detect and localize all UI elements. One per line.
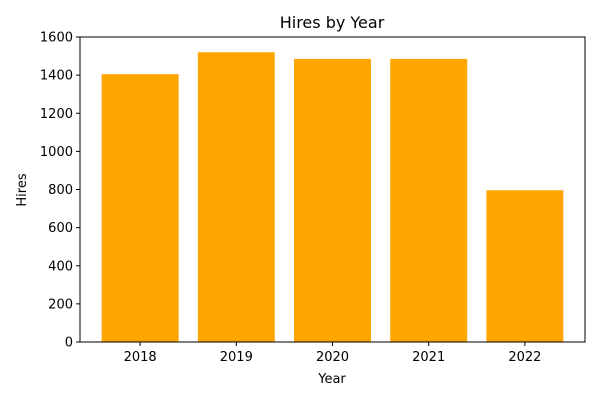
bar-2022	[486, 190, 564, 342]
y-tick-label: 600	[48, 221, 73, 236]
chart-title: Hires by Year	[280, 13, 385, 32]
y-tick-label: 200	[48, 297, 73, 312]
y-tick-label: 400	[48, 259, 73, 274]
y-axis: 0 200 400 600 800 1000 1200 1400 1600	[40, 31, 80, 351]
bar-2021	[390, 58, 468, 342]
x-tick-label: 2020	[316, 350, 349, 365]
y-tick-label: 1000	[40, 145, 73, 160]
x-axis: 2018 2019 2020 2021 2022	[124, 342, 541, 365]
bar-2020	[294, 58, 371, 342]
x-tick-label: 2019	[220, 350, 253, 365]
y-tick-label: 1600	[40, 31, 73, 46]
x-tick-label: 2022	[508, 350, 541, 365]
y-tick-label: 1400	[40, 69, 73, 84]
y-axis-label: Hires	[15, 173, 30, 206]
x-axis-label: Year	[317, 372, 346, 387]
y-tick-label: 1200	[40, 107, 73, 122]
x-tick-label: 2021	[412, 350, 445, 365]
plot-frame	[79, 36, 586, 343]
bar-2018	[101, 74, 179, 342]
bars-group	[101, 52, 564, 342]
y-tick-label: 0	[65, 336, 73, 351]
x-tick-label: 2018	[124, 350, 157, 365]
bar-2019	[197, 52, 275, 342]
y-tick-label: 800	[48, 183, 73, 198]
